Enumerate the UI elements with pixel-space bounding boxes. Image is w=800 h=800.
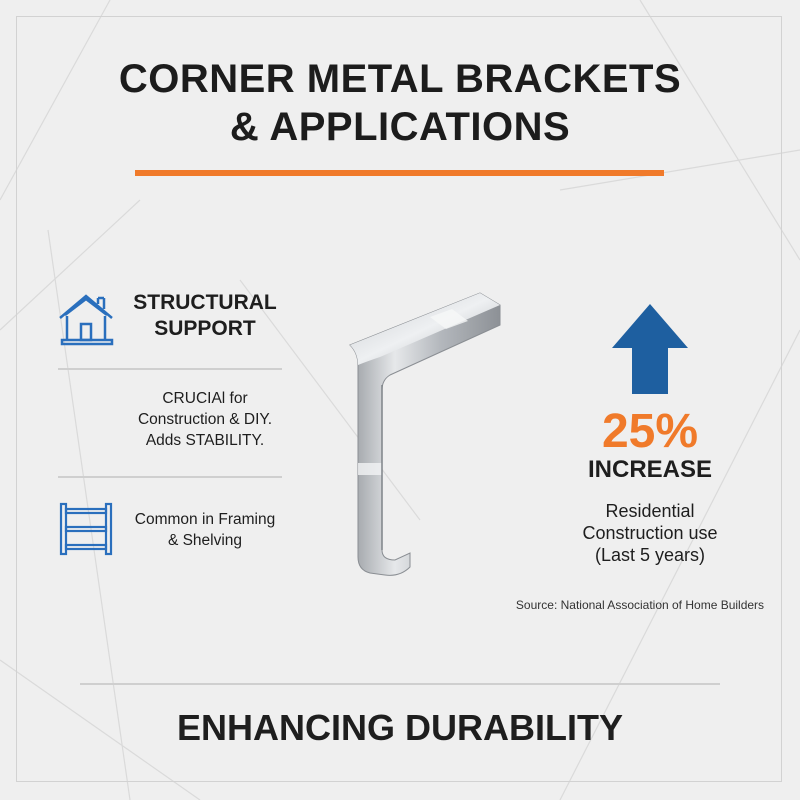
divider [58,476,282,478]
structural-support-heading: STRUCTURAL SUPPORT [125,290,285,342]
corner-metal-bracket-image [349,292,501,576]
stat-description-line-2: Construction use [582,523,718,543]
title-underline [135,170,664,176]
stat-value: 25% [601,405,699,458]
page-title: CORNER METAL BRACKETS & APPLICATIONS [0,55,800,151]
description-text: CRUCIAl for Construction & DIY. Adds STA… [110,388,300,451]
usage-line-2: & Shelving [167,532,243,549]
description-line-3: Adds STABILITY. [145,432,265,449]
stat-description-line-1: Residential [605,501,695,521]
divider [58,368,282,370]
heading-line-1: STRUCTURAL [133,291,277,314]
usage-text: Common in Framing & Shelving [115,509,295,551]
footer-title: ENHANCING DURABILITY [177,707,623,748]
arrow-up-icon [612,304,688,394]
description-line-2: Construction & DIY. [137,411,273,428]
title-line-2: & APPLICATIONS [229,105,571,149]
heading-line-2: SUPPORT [154,317,256,340]
stat-description-line-3: (Last 5 years) [594,545,706,565]
title-line-1: CORNER METAL BRACKETS [118,57,682,101]
source-citation: Source: National Association of Home Bui… [515,598,765,612]
usage-line-1: Common in Framing [134,511,276,528]
page-frame [16,16,782,782]
house-icon [59,294,114,346]
footer-divider [80,683,720,685]
shelf-icon [59,502,113,556]
description-line-1: CRUCIAl for [162,390,248,407]
stat-description: Residential Construction use (Last 5 yea… [540,500,760,566]
stat-label: INCREASE [587,456,713,483]
